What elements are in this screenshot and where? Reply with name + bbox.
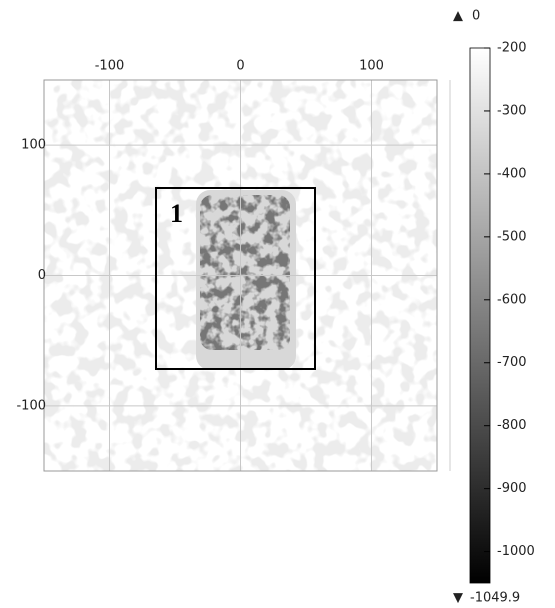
annotation-label: 1 — [170, 199, 183, 228]
min-label: -1049.9 — [470, 591, 520, 606]
max-label: 0 — [472, 9, 480, 24]
y-tick-label: 0 — [38, 268, 46, 283]
colorbar-tick-label: -900 — [497, 481, 527, 496]
colorbar-tick-label: -800 — [497, 418, 527, 433]
x-tick-label: 0 — [236, 59, 244, 74]
colorbar-tick-label: -500 — [497, 229, 527, 244]
colorbar-tick-label: -400 — [497, 166, 527, 181]
min-marker: ▼ — [453, 591, 463, 606]
plot-frame — [43, 79, 438, 472]
colorbar-tick-label: -200 — [497, 41, 527, 56]
y-tick-label: -100 — [16, 398, 46, 413]
x-tick-label: 100 — [359, 59, 384, 74]
colorbar-tick-label: -700 — [497, 355, 527, 370]
colorbar-tick-label: -600 — [497, 292, 527, 307]
colorbar — [469, 47, 491, 584]
colorbar-tick-label: -1000 — [497, 544, 535, 559]
annotation-box — [155, 187, 316, 370]
x-tick-label: -100 — [95, 59, 125, 74]
colorbar-tick-label: -300 — [497, 103, 527, 118]
max-marker: ▲ — [453, 9, 463, 24]
y-tick-label: 100 — [21, 138, 46, 153]
